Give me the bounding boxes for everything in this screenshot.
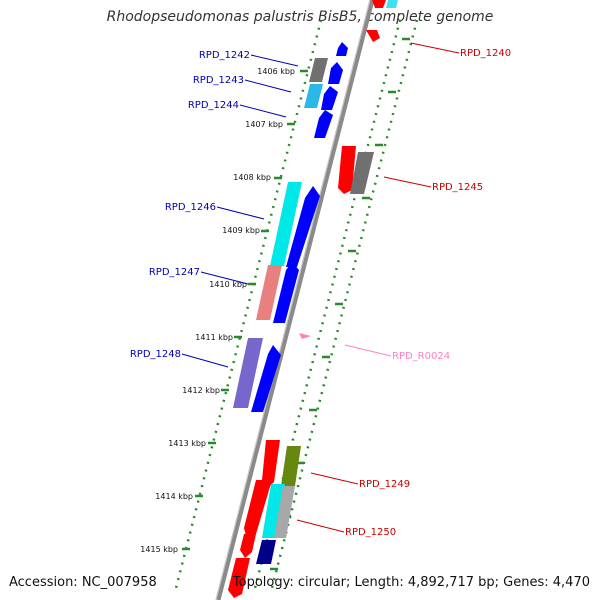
- gene-arrow-icon[interactable]: [228, 558, 250, 598]
- gene-arrow-icon[interactable]: [314, 110, 333, 138]
- rna-leader-line: [344, 344, 392, 357]
- kbp-label: 1412 kbp: [182, 386, 220, 395]
- left-gene-labels: RPD_1242 RPD_1243 RPD_1244 RPD_1246 RPD_…: [130, 50, 250, 360]
- gene-arrow-icon[interactable]: [240, 534, 256, 558]
- gene-block-icon[interactable]: [309, 58, 328, 82]
- major-ticks-left: [182, 69, 308, 551]
- genome-backbone-highlight: [215, 0, 371, 600]
- gene-arrow-icon[interactable]: [251, 345, 281, 412]
- map-title: Rhodopseudomonas palustris BisB5, comple…: [106, 9, 494, 25]
- gene-label-rpd-1245[interactable]: RPD_1245: [432, 182, 483, 193]
- gene-arrow-icon[interactable]: [321, 86, 338, 110]
- gene-block-icon[interactable]: [233, 338, 263, 408]
- gene-block-icon[interactable]: [386, 0, 398, 8]
- gene-label-rpd-1242[interactable]: RPD_1242: [199, 50, 250, 61]
- gene-block-icon[interactable]: [256, 265, 282, 320]
- kbp-label: 1410 kbp: [209, 280, 247, 289]
- kbp-label: 1414 kbp: [155, 492, 193, 501]
- gene-block-icon[interactable]: [262, 484, 285, 538]
- gene-label-rpd-1250[interactable]: RPD_1250: [345, 527, 396, 538]
- inner-genes: [233, 58, 328, 408]
- leading-strand-genes: [251, 42, 348, 412]
- lagging-strand-genes: [228, 0, 398, 598]
- kbp-label: 1408 kbp: [233, 173, 271, 182]
- gene-block-icon[interactable]: [304, 84, 323, 108]
- gene-label-rpd-1244[interactable]: RPD_1244: [188, 100, 239, 111]
- gene-block-icon[interactable]: [270, 182, 302, 266]
- gene-arrow-icon[interactable]: [336, 42, 348, 56]
- kbp-label: 1406 kbp: [257, 67, 295, 76]
- gene-label-rpd-1240[interactable]: RPD_1240: [460, 48, 511, 59]
- gene-arrow-icon[interactable]: [328, 62, 343, 84]
- right-leader-lines: [296, 42, 460, 533]
- genome-backbone: [215, 0, 375, 600]
- kbp-label: 1413 kbp: [168, 439, 206, 448]
- gene-arrow-icon[interactable]: [244, 480, 272, 540]
- gene-block-icon[interactable]: [350, 152, 374, 194]
- gene-arrow-icon[interactable]: [286, 186, 320, 267]
- gene-arrow-icon[interactable]: [273, 262, 299, 323]
- gene-label-rpd-1243[interactable]: RPD_1243: [193, 75, 244, 86]
- gene-block-icon[interactable]: [281, 446, 301, 486]
- gene-block-icon[interactable]: [372, 0, 386, 8]
- gene-label-rpd-1246[interactable]: RPD_1246: [165, 202, 216, 213]
- gene-label-rpd-1248[interactable]: RPD_1248: [130, 349, 181, 360]
- kbp-label: 1415 kbp: [140, 545, 178, 554]
- gene-arrow-icon[interactable]: [366, 30, 380, 42]
- gene-label-rpd-1247[interactable]: RPD_1247: [149, 267, 200, 278]
- kbp-label: 1411 kbp: [195, 333, 233, 342]
- gene-label-rpd-r0024[interactable]: RPD_R0024: [392, 351, 450, 362]
- gene-block-icon[interactable]: [274, 486, 295, 538]
- accession-text: Accession: NC_007958: [9, 575, 157, 590]
- kbp-label: 1407 kbp: [245, 120, 283, 129]
- gene-label-rpd-1249[interactable]: RPD_1249: [359, 479, 410, 490]
- right-gene-labels: RPD_1240 RPD_1245 RPD_R0024 RPD_1249 RPD…: [345, 48, 511, 538]
- gene-block-icon[interactable]: [256, 540, 276, 564]
- gene-arrow-icon[interactable]: [338, 146, 356, 194]
- topology-text: Topology: circular; Length: 4,892,717 bp…: [232, 575, 590, 590]
- gene-arrow-icon[interactable]: [262, 440, 280, 490]
- rna-marker-icon[interactable]: [299, 333, 311, 339]
- kbp-label: 1409 kbp: [222, 226, 260, 235]
- left-leader-lines: [181, 54, 299, 368]
